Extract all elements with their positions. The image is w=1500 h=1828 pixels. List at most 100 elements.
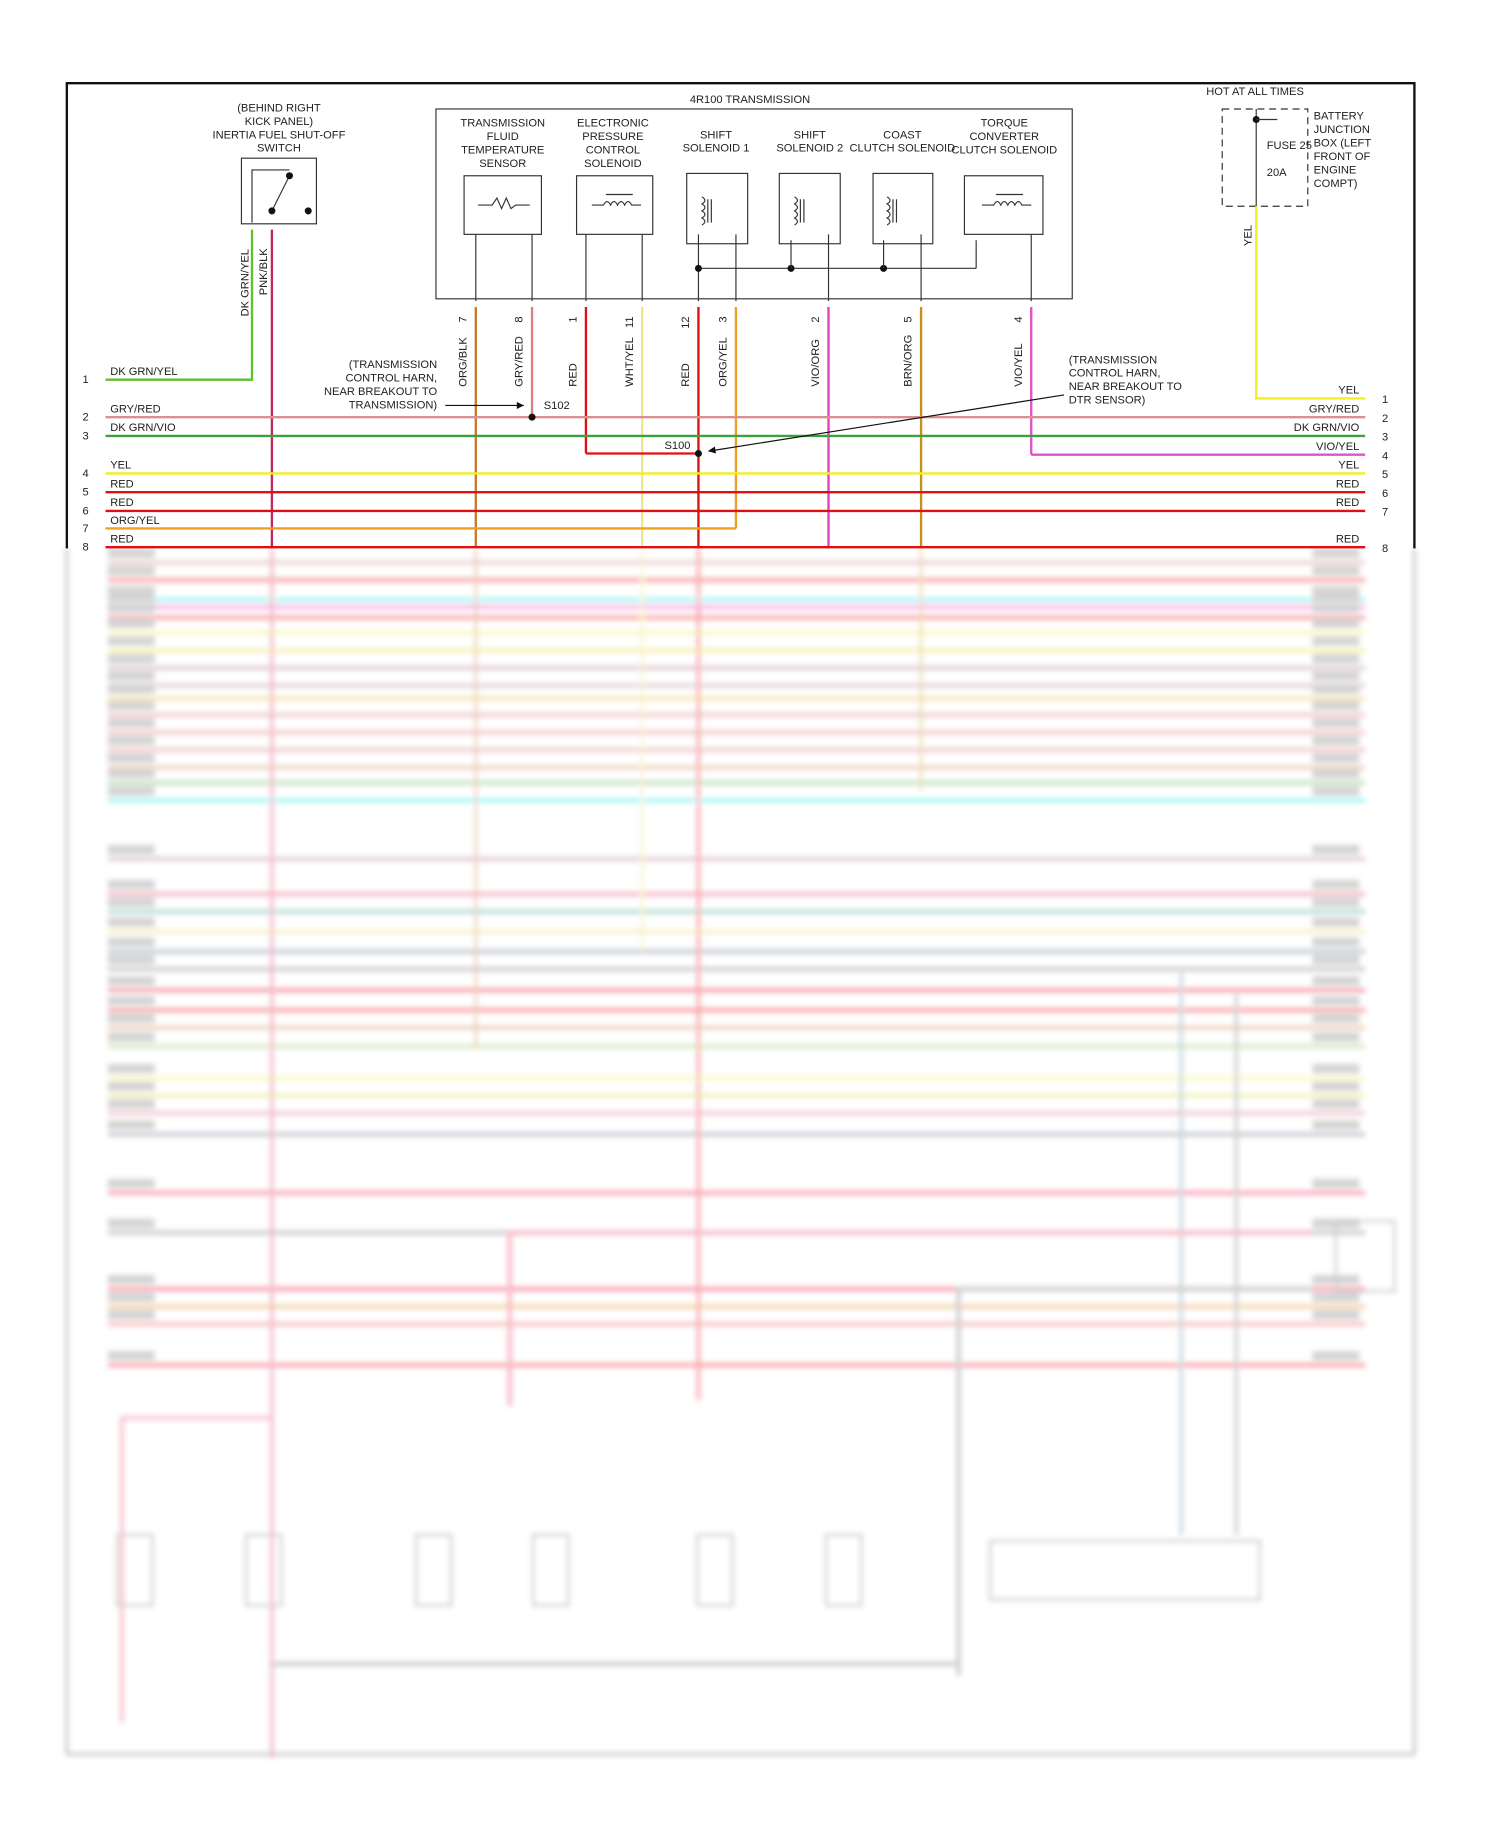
blurred-label	[1312, 768, 1360, 779]
splice-label: S102	[544, 400, 570, 412]
blurred-label	[1312, 1013, 1360, 1023]
solenoid-coil-symbol	[885, 196, 898, 226]
blurred-label	[1312, 585, 1360, 596]
wire-color-label: YEL	[1243, 225, 1255, 246]
blurred-label	[107, 937, 155, 947]
blurred-component	[116, 1533, 154, 1607]
blurred-label	[1312, 718, 1360, 728]
wire-color-label: ORG/YEL	[718, 337, 730, 386]
blurred-label	[107, 955, 155, 965]
blurred-label	[107, 618, 155, 629]
blurred-label	[107, 1310, 155, 1320]
blurred-label	[107, 1274, 155, 1285]
arrowhead	[516, 401, 524, 409]
shift-solenoid-2-symbol	[778, 172, 841, 245]
shift-solenoid-2-label: SOLENOID 2	[776, 143, 843, 155]
transmission-housing	[435, 108, 1073, 300]
junction-box-label: FRONT OF	[1314, 151, 1371, 163]
blurred-label	[1312, 976, 1360, 986]
solenoid-coil-symbol	[700, 196, 712, 226]
coast-clutch-solenoid-label: CLUTCH SOLENOID	[849, 143, 955, 155]
shift-solenoid-1-label: SHIFT	[700, 129, 732, 141]
tcc-solenoid-label: CONVERTER	[969, 131, 1039, 143]
row-number: 5	[1382, 469, 1388, 481]
blurred-label	[107, 653, 155, 664]
blurred-label	[107, 671, 155, 681]
splice-note: CONTROL HARN,	[345, 372, 437, 384]
pointer-arrow	[708, 394, 1065, 452]
blurred-label	[1312, 996, 1360, 1006]
blurred-component	[414, 1533, 453, 1607]
blurred-label	[107, 718, 155, 728]
coil-symbol	[591, 200, 642, 207]
blurred-label	[107, 565, 155, 576]
junction-box-label: BATTERY	[1314, 111, 1365, 123]
blurred-label	[1312, 937, 1360, 947]
coast-clutch-solenoid-symbol	[872, 172, 934, 245]
blurred-label	[1312, 684, 1360, 694]
row-number: 4	[82, 468, 88, 480]
blurred-label	[107, 897, 155, 907]
wire-yel	[1255, 206, 1366, 400]
blurred-label	[1312, 880, 1360, 890]
switch-contact	[251, 169, 290, 223]
blurred-label	[107, 592, 155, 603]
wire-color-label: YEL	[1338, 460, 1359, 472]
wire-color-label: DK GRN/VIO	[1294, 422, 1360, 434]
row-number: 6	[1382, 488, 1388, 500]
tft-sensor-symbol	[463, 175, 543, 235]
inertia-switch-label: (BEHIND RIGHT	[237, 102, 321, 114]
inertia-switch-label: INERTIA FUEL SHUT-OFF	[212, 129, 345, 141]
blurred-label	[107, 1218, 155, 1229]
pin-number: 5	[903, 316, 915, 322]
splice-note: CONTROL HARN,	[1069, 368, 1161, 380]
tcc-solenoid-symbol	[963, 175, 1044, 235]
blurred-component	[989, 1539, 1261, 1601]
junction-box-label: BOX (LEFT	[1314, 137, 1372, 149]
row-number: 1	[1382, 394, 1388, 406]
row-number: 4	[1382, 450, 1388, 462]
blurred-label	[1312, 671, 1360, 681]
inertia-switch-label: SWITCH	[257, 143, 301, 155]
blurred-lower-diagram	[65, 548, 1416, 1758]
inertia-switch-symbol	[240, 157, 318, 225]
blurred-label	[1312, 1063, 1360, 1074]
blurred-label	[107, 1099, 155, 1109]
fuse-rating: 20A	[1267, 167, 1287, 179]
junction-box-label: COMPT)	[1314, 178, 1358, 190]
blurred-component	[824, 1533, 863, 1607]
pin-number: 1	[568, 316, 580, 322]
blurred-label	[1312, 1351, 1360, 1361]
wire-color-label: RED	[110, 478, 133, 490]
coil-symbol	[982, 200, 1032, 207]
blurred-component	[1334, 1219, 1396, 1293]
blurred-label	[1312, 1310, 1360, 1320]
wire-color-label: RED	[110, 534, 133, 546]
blurred-label	[1312, 735, 1360, 746]
epc-solenoid-label: CONTROL	[586, 145, 640, 157]
splice-note: NEAR BREAKOUT TO	[324, 386, 437, 398]
epc-solenoid-label: ELECTRONIC	[577, 118, 649, 130]
splice-note: NEAR BREAKOUT TO	[1069, 381, 1182, 393]
splice-note: DTR SENSOR)	[1069, 395, 1146, 407]
epc-solenoid-symbol	[575, 175, 654, 235]
blurred-label	[107, 753, 155, 763]
wire-color-label: VIO/YEL	[1013, 343, 1025, 386]
row-number: 1	[82, 374, 88, 386]
splice-s102	[528, 413, 536, 421]
wire-color-label: GRY/RED	[1309, 403, 1360, 415]
inertia-switch-label: KICK PANEL)	[245, 116, 314, 128]
blurred-label	[1312, 618, 1360, 629]
wire-color-label: GRY/RED	[514, 336, 526, 387]
blurred-label	[107, 844, 155, 855]
blurred-label	[107, 1178, 155, 1189]
row-number: 7	[1382, 507, 1388, 519]
blurred-label	[107, 996, 155, 1006]
blurred-label	[107, 976, 155, 986]
row-number: 2	[1382, 413, 1388, 425]
wire-color-label: PNK/BLK	[258, 248, 270, 296]
battery-junction-box	[1221, 108, 1309, 207]
blurred-label	[1312, 917, 1360, 927]
